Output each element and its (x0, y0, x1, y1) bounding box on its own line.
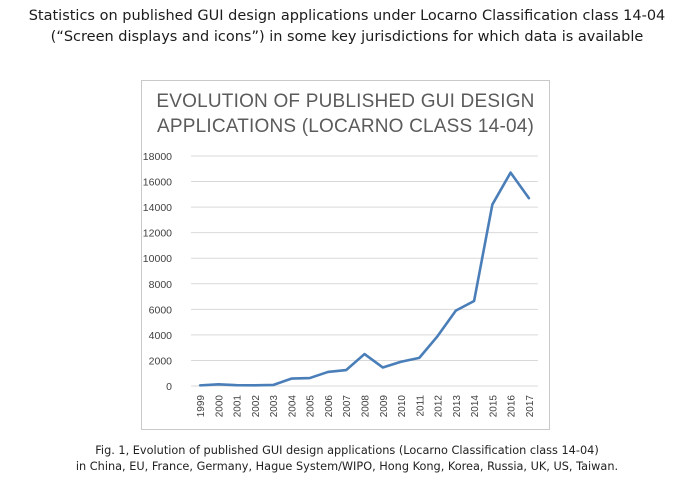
chart-title: EVOLUTION OF PUBLISHED GUI DESIGN APPLIC… (142, 89, 549, 139)
data-point-2011 (418, 357, 421, 359)
x-tick-label: 2007 (342, 395, 353, 418)
data-point-2008 (363, 353, 366, 355)
x-tick-label: 2004 (287, 395, 298, 418)
x-tick-label: 2001 (233, 395, 244, 418)
data-point-2009 (381, 366, 384, 369)
caption-line-1: Fig. 1, Evolution of published GUI desig… (95, 444, 599, 457)
y-tick-label: 10000 (143, 253, 172, 265)
page-header: Statistics on published GUI design appli… (0, 6, 694, 48)
x-tick-label: 2005 (306, 395, 317, 418)
data-point-2006 (327, 371, 329, 373)
data-point-2000 (217, 383, 220, 386)
x-tick-label: 2014 (470, 395, 481, 418)
gridlines (191, 155, 538, 387)
caption-line-2: in China, EU, France, Germany, Hague Sys… (75, 460, 619, 473)
y-tick-label: 14000 (143, 202, 172, 214)
x-tick-label: 2015 (488, 395, 499, 418)
data-point-2002 (254, 384, 256, 387)
y-axis-tick-labels: 0 2000 4000 6000 8000 10000 12000 14000 16000 180… (143, 151, 172, 393)
y-tick-label: 16000 (143, 177, 172, 189)
data-point-2001 (235, 384, 238, 387)
chart-title-line-2: APPLICATIONS (LOCARNO CLASS 14-04) (156, 116, 535, 137)
data-point-2005 (308, 377, 311, 379)
data-point-2014 (473, 300, 475, 302)
data-point-2010 (400, 360, 402, 363)
y-tick-label: 8000 (149, 279, 173, 291)
x-tick-label: 2012 (434, 395, 445, 418)
data-point-2004 (290, 377, 293, 380)
x-axis-tick-labels: 1999 2000 2001 2002 2003 2004 2005 2006 2007 2008… (196, 395, 536, 418)
header-line-2: (“Screen displays and icons”) in some ke… (50, 29, 644, 45)
y-tick-label: 12000 (143, 228, 172, 240)
figure-caption: Fig. 1, Evolution of published GUI desig… (0, 443, 694, 475)
y-tick-label: 0 (166, 381, 172, 393)
data-point-2016 (509, 171, 512, 174)
x-tick-label: 2016 (507, 395, 518, 418)
chart-title-line-1: EVOLUTION OF PUBLISHED GUI DESIGN (156, 91, 535, 112)
x-tick-label: 2003 (269, 395, 280, 418)
x-tick-label: 2013 (452, 395, 463, 418)
x-tick-label: 2017 (525, 395, 536, 418)
y-tick-label: 4000 (149, 330, 173, 342)
data-point-2012 (436, 335, 439, 337)
chart-frame: EVOLUTION OF PUBLISHED GUI DESIGN APPLIC… (141, 80, 550, 430)
x-tick-label: 1999 (196, 395, 207, 418)
y-tick-label: 18000 (143, 151, 172, 163)
x-tick-label: 2008 (361, 395, 372, 418)
data-point-2013 (455, 309, 457, 312)
data-point-2003 (272, 384, 274, 386)
x-tick-label: 2011 (415, 395, 426, 417)
series (198, 171, 531, 387)
data-point-2017 (528, 197, 530, 199)
x-tick-label: 2006 (324, 395, 335, 418)
data-point-1999 (199, 384, 201, 387)
y-tick-label: 6000 (149, 304, 173, 316)
x-tick-label: 2009 (379, 395, 390, 418)
header-line-1: Statistics on published GUI design appli… (28, 8, 666, 24)
x-tick-label: 2010 (397, 395, 408, 418)
x-tick-label: 2002 (251, 395, 262, 418)
y-tick-label: 2000 (149, 355, 173, 367)
data-point-2007 (345, 369, 348, 371)
data-point-2015 (491, 203, 494, 206)
x-tick-label: 2000 (214, 395, 225, 418)
line-chart: 0 2000 4000 6000 8000 10000 12000 14000 16000 180… (143, 151, 538, 418)
